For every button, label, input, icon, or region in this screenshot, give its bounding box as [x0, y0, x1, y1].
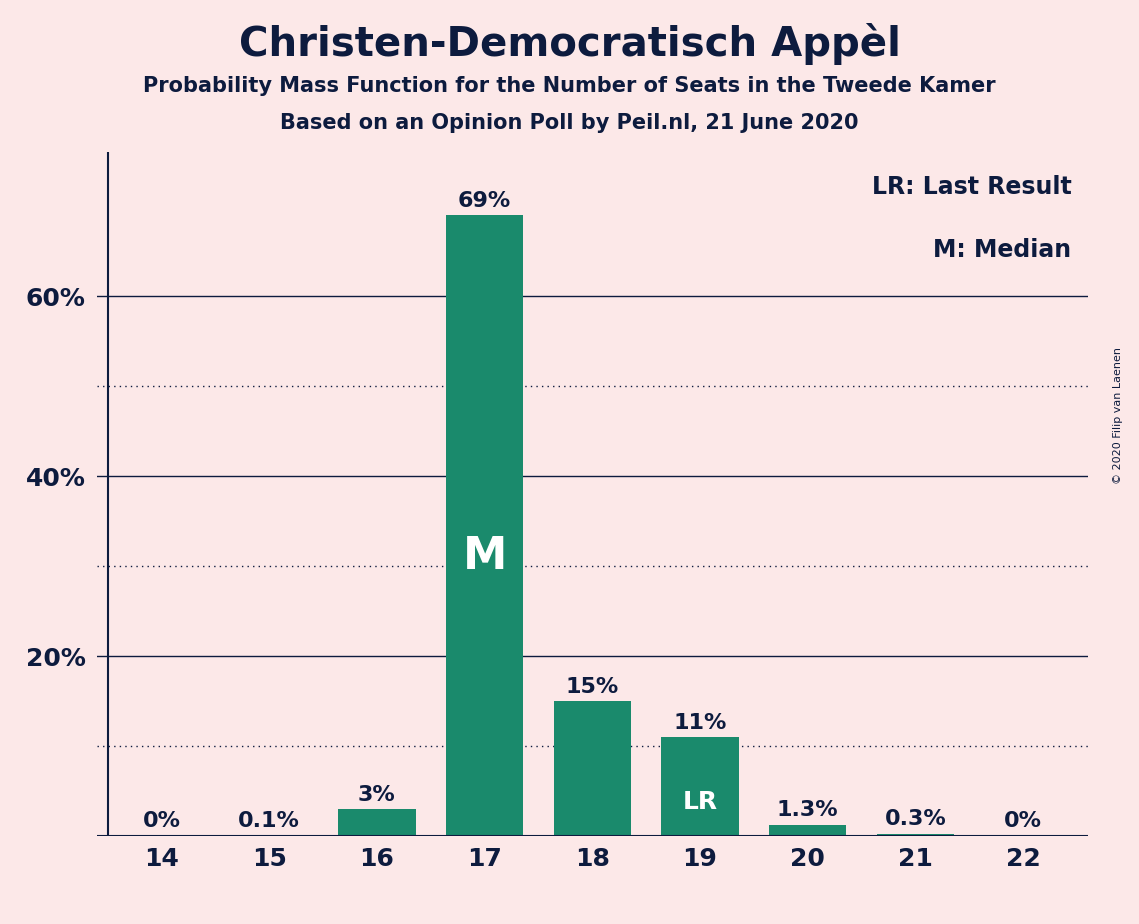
- Text: 0%: 0%: [142, 811, 180, 831]
- Bar: [554, 701, 631, 836]
- Text: Christen-Democratisch Appèl: Christen-Democratisch Appèl: [238, 23, 901, 65]
- Text: 15%: 15%: [566, 676, 618, 697]
- Bar: [769, 824, 846, 836]
- Text: 1.3%: 1.3%: [777, 800, 838, 820]
- Text: M: M: [462, 535, 507, 578]
- Text: 0.3%: 0.3%: [885, 809, 947, 829]
- Text: 0%: 0%: [1005, 811, 1042, 831]
- Text: 69%: 69%: [458, 191, 511, 211]
- Text: Probability Mass Function for the Number of Seats in the Tweede Kamer: Probability Mass Function for the Number…: [144, 76, 995, 96]
- Text: LR: LR: [682, 790, 718, 814]
- Text: 0.1%: 0.1%: [238, 811, 300, 831]
- Text: Based on an Opinion Poll by Peil.nl, 21 June 2020: Based on an Opinion Poll by Peil.nl, 21 …: [280, 113, 859, 133]
- Bar: [877, 833, 954, 836]
- Text: M: Median: M: Median: [934, 238, 1072, 261]
- Text: LR: Last Result: LR: Last Result: [871, 175, 1072, 199]
- Bar: [662, 737, 739, 836]
- Text: 11%: 11%: [673, 712, 727, 733]
- Bar: [338, 809, 416, 836]
- Bar: [445, 215, 523, 836]
- Text: © 2020 Filip van Laenen: © 2020 Filip van Laenen: [1114, 347, 1123, 484]
- Text: 3%: 3%: [358, 784, 395, 805]
